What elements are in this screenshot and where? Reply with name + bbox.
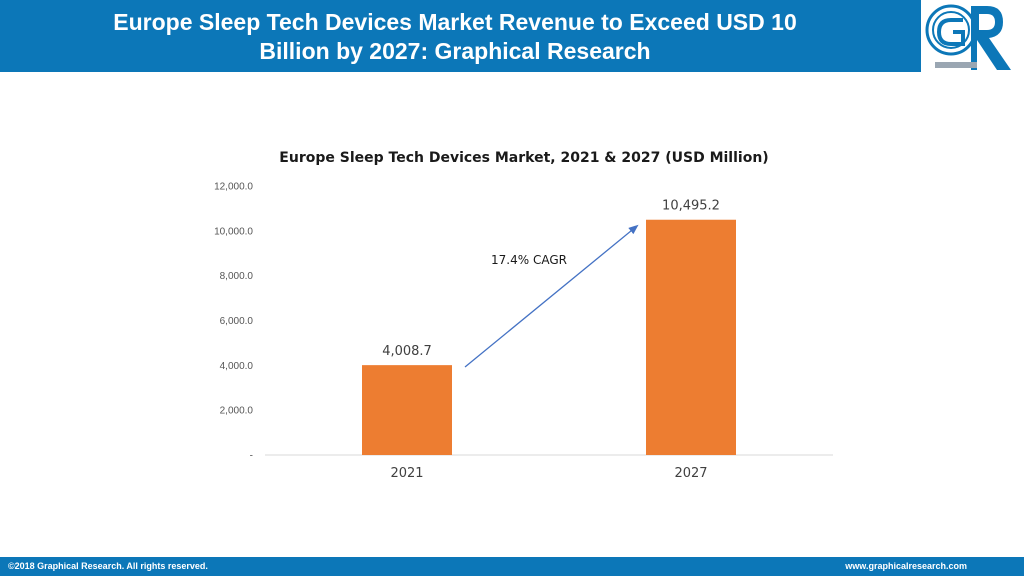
x-tick-label: 2021	[390, 466, 423, 481]
x-tick-label: 2027	[674, 466, 707, 481]
website-link[interactable]: www.graphicalresearch.com	[845, 561, 967, 571]
y-tick-label: 6,000.0	[220, 316, 254, 327]
page-title: Europe Sleep Tech Devices Market Revenue…	[0, 8, 910, 66]
y-tick-label: 8,000.0	[220, 271, 254, 282]
y-tick-label: -	[250, 451, 253, 462]
bar-2021	[362, 365, 452, 455]
graphical-research-logo-icon	[921, 0, 1024, 76]
y-tick-label: 12,000.0	[214, 182, 253, 193]
cagr-annotation: 17.4% CAGR	[491, 253, 567, 267]
y-tick-label: 10,000.0	[214, 226, 253, 237]
y-tick-label: 2,000.0	[220, 406, 254, 417]
data-label: 10,495.2	[662, 199, 720, 214]
y-tick-label: 4,000.0	[220, 361, 254, 372]
data-label: 4,008.7	[382, 344, 432, 359]
page-title-line-2: Billion by 2027: Graphical Research	[259, 38, 651, 64]
page-title-line-1: Europe Sleep Tech Devices Market Revenue…	[113, 9, 797, 35]
header-bar: Europe Sleep Tech Devices Market Revenue…	[0, 0, 1024, 72]
cagr-arrow	[464, 224, 639, 368]
footer-bar: ©2018 Graphical Research. All rights res…	[0, 557, 1024, 576]
chart-title: Europe Sleep Tech Devices Market, 2021 &…	[279, 150, 768, 166]
bar-2027	[646, 219, 736, 455]
copyright-text: ©2018 Graphical Research. All rights res…	[8, 561, 208, 571]
